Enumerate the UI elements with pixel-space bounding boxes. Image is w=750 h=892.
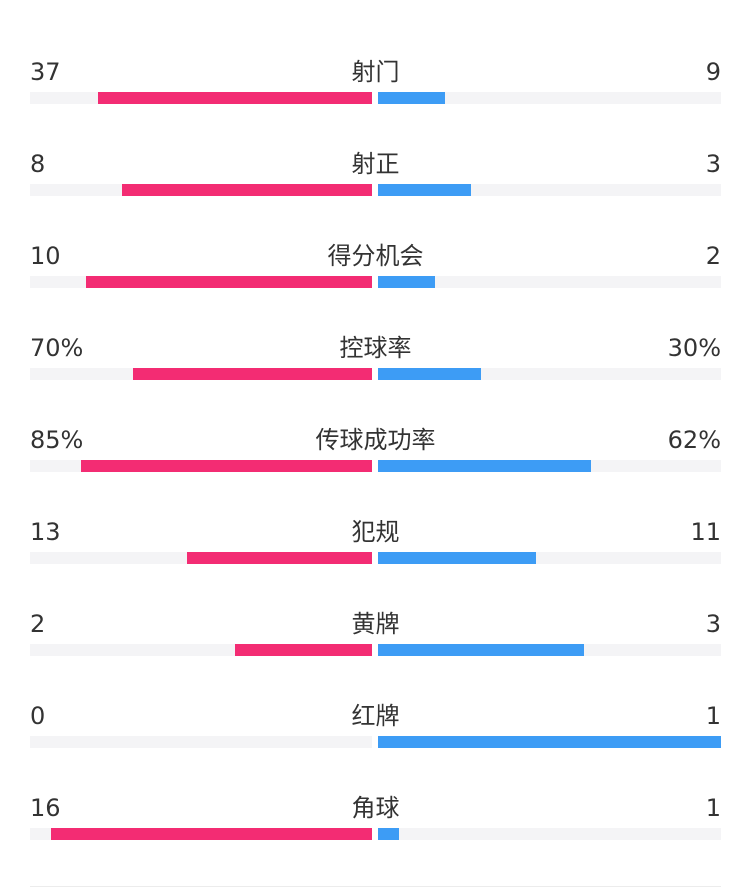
home-bar-track [30,368,372,380]
stat-row: 16 角球 1 [0,788,750,880]
home-bar-track [30,276,372,288]
away-bar-fill [378,92,445,104]
home-bar-fill [122,184,372,196]
stat-row: 8 射正 3 [0,144,750,236]
away-value: 62% [667,426,721,454]
stat-row: 13 犯规 11 [0,512,750,604]
stat-label-row: 85% 传球成功率 62% [30,420,721,460]
away-bar-track [378,276,721,288]
away-value: 3 [705,150,721,178]
away-bar-fill [378,552,536,564]
away-bar-fill [378,460,591,472]
stat-row: 2 黄牌 3 [0,604,750,696]
home-bar-track [30,184,372,196]
away-bar-fill [378,644,584,656]
away-bar-fill [378,828,399,840]
stat-name: 红牌 [351,702,400,730]
home-value: 16 [30,794,61,822]
bottom-divider [30,886,721,887]
home-bar-fill [98,92,372,104]
stat-label-row: 10 得分机会 2 [30,236,721,276]
home-bar-track [30,736,372,748]
home-bar-track [30,644,372,656]
home-value: 10 [30,242,61,270]
stat-row: 70% 控球率 30% [0,328,750,420]
stat-label-row: 37 射门 9 [30,52,721,92]
home-bar-fill [81,460,372,472]
away-bar-fill [378,184,471,196]
away-value: 1 [705,794,721,822]
stat-row: 10 得分机会 2 [0,236,750,328]
away-bar-track [378,736,721,748]
home-value: 0 [30,702,46,730]
away-bar-fill [378,368,481,380]
home-bar-track [30,460,372,472]
away-bar-track [378,460,721,472]
away-bar-fill [378,736,721,748]
away-bar-track [378,184,721,196]
home-bar-track [30,92,372,104]
home-value: 70% [30,334,84,362]
home-value: 85% [30,426,84,454]
stat-label-row: 13 犯规 11 [30,512,721,552]
home-value: 2 [30,610,46,638]
stat-label-row: 8 射正 3 [30,144,721,184]
stat-label-row: 2 黄牌 3 [30,604,721,644]
stat-name: 传球成功率 [315,426,436,454]
stat-label-row: 16 角球 1 [30,788,721,828]
stat-row: 37 射门 9 [0,52,750,144]
home-bar-fill [235,644,372,656]
stat-label-row: 0 红牌 1 [30,696,721,736]
away-value: 9 [705,58,721,86]
away-bar-track [378,828,721,840]
home-bar-track [30,552,372,564]
away-bar-track [378,644,721,656]
stat-name: 射门 [351,58,400,86]
away-bar-fill [378,276,435,288]
stat-name: 犯规 [351,518,400,546]
stat-name: 控球率 [339,334,412,362]
home-bar-fill [86,276,372,288]
home-bar-fill [132,368,372,380]
away-value: 11 [690,518,721,546]
stat-name: 得分机会 [327,242,424,270]
home-bar-track [30,828,372,840]
away-value: 1 [705,702,721,730]
home-value: 13 [30,518,61,546]
away-value: 30% [667,334,721,362]
away-value: 2 [705,242,721,270]
stat-name: 角球 [351,794,400,822]
away-bar-track [378,92,721,104]
home-bar-fill [187,552,372,564]
stat-name: 黄牌 [351,610,400,638]
home-bar-fill [50,828,372,840]
stat-name: 射正 [351,150,400,178]
home-value: 37 [30,58,61,86]
stat-row: 0 红牌 1 [0,696,750,788]
stat-row: 85% 传球成功率 62% [0,420,750,512]
away-bar-track [378,368,721,380]
stat-label-row: 70% 控球率 30% [30,328,721,368]
away-value: 3 [705,610,721,638]
away-bar-track [378,552,721,564]
home-value: 8 [30,150,46,178]
